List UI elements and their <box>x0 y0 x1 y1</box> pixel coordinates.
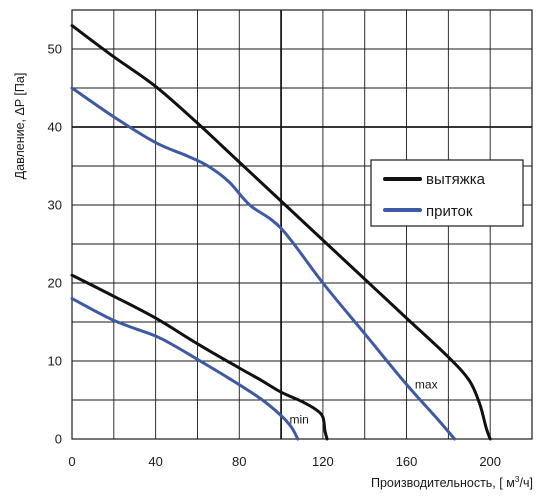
y-tick-labels: 0 10 20 30 40 50 <box>48 42 62 447</box>
x-tick-label: 0 <box>68 454 75 469</box>
x-tick-label: 160 <box>396 454 418 469</box>
y-tick-label: 50 <box>48 42 62 57</box>
grid-major <box>72 10 532 439</box>
y-tick-label: 0 <box>55 432 62 447</box>
plot-frame <box>71 9 533 440</box>
curve-annotations: max min <box>289 377 437 426</box>
legend: вытяжка приток <box>370 159 524 227</box>
curve-annotation-max: max <box>415 377 438 391</box>
grid-minor <box>72 10 532 439</box>
legend-label-supply: приток <box>426 203 473 220</box>
curve-supply-max <box>70 86 457 441</box>
x-tick-label: 80 <box>232 454 246 469</box>
x-tick-label: 200 <box>479 454 501 469</box>
x-tick-label: 120 <box>312 454 334 469</box>
curve-annotation-min: min <box>289 412 308 426</box>
legend-label-extract: вытяжка <box>426 171 486 188</box>
curve-extract-min <box>70 273 329 441</box>
y-axis-title: Давление, ΔP [Па] <box>13 73 27 180</box>
curves <box>70 24 492 441</box>
x-axis-title: Производительность, [ м3/ч] <box>371 474 533 490</box>
legend-box <box>370 159 524 227</box>
curve-extract-max <box>70 24 492 441</box>
y-tick-label: 30 <box>48 198 62 213</box>
y-tick-label: 40 <box>48 120 62 135</box>
x-tick-label: 40 <box>148 454 162 469</box>
x-tick-labels: 0 40 80 120 160 200 <box>68 454 501 469</box>
y-tick-label: 10 <box>48 354 62 369</box>
curve-supply-min <box>70 297 300 441</box>
y-tick-label: 20 <box>48 276 62 291</box>
